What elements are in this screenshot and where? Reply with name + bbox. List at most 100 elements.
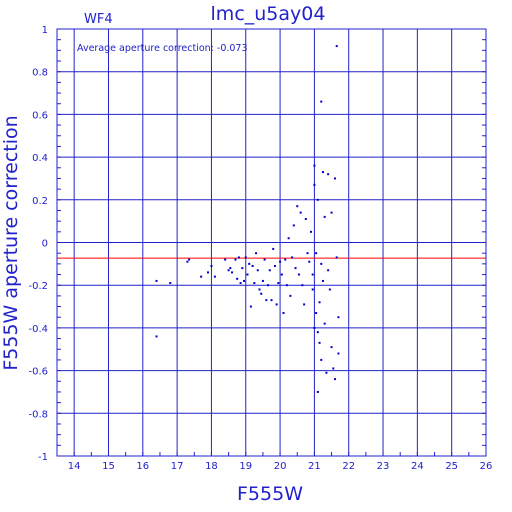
scatter-points: [155, 45, 340, 393]
y-tick-label: 0.2: [32, 196, 48, 207]
y-tick-label: -0.4: [28, 324, 48, 335]
data-point: [311, 273, 314, 276]
data-point: [249, 305, 252, 308]
data-point: [260, 292, 263, 295]
data-point: [224, 258, 227, 261]
data-point: [333, 177, 336, 180]
data-point: [291, 256, 294, 259]
data-point: [320, 100, 323, 103]
data-point: [323, 322, 326, 325]
data-point: [320, 358, 323, 361]
data-point: [284, 258, 287, 261]
data-point: [251, 264, 254, 267]
data-point: [308, 260, 311, 263]
data-point: [270, 299, 273, 302]
data-point: [328, 288, 331, 291]
y-tick-label: -0.2: [28, 281, 48, 292]
data-point: [229, 267, 232, 270]
data-point: [332, 367, 335, 370]
x-tick-label: 21: [308, 461, 321, 472]
data-point: [231, 271, 234, 274]
data-point: [318, 301, 321, 304]
reference-lines: [57, 242, 486, 259]
data-point: [320, 262, 323, 265]
chart-title: lmc_u5ay04: [211, 3, 326, 25]
data-point: [248, 262, 251, 265]
data-point: [321, 279, 324, 282]
data-point: [330, 211, 333, 214]
data-point: [263, 258, 266, 261]
data-point: [282, 311, 285, 314]
data-point: [296, 205, 299, 208]
data-point: [309, 230, 312, 233]
data-point: [256, 269, 259, 272]
data-point: [313, 164, 316, 167]
data-point: [207, 271, 210, 274]
data-point: [186, 260, 189, 263]
y-tick-label: 0.8: [32, 68, 48, 79]
y-tick-label: 0.6: [32, 110, 48, 121]
data-point: [323, 215, 326, 218]
y-axis-label: F555W aperture correction: [0, 115, 22, 370]
data-point: [337, 316, 340, 319]
data-point: [169, 282, 172, 285]
data-point: [155, 279, 158, 282]
y-tick-label: -0.8: [28, 409, 48, 420]
data-point: [292, 224, 295, 227]
data-point: [279, 260, 282, 263]
data-point: [316, 331, 319, 334]
data-point: [304, 218, 307, 221]
data-point: [210, 264, 213, 267]
x-tick-label: 22: [342, 461, 355, 472]
data-point: [285, 284, 288, 287]
y-tick-label: 0: [42, 239, 48, 250]
data-point: [335, 45, 338, 48]
y-tick-labels: -1 -0.8 -0.6 -0.4 -0.2 0 0.2 0.4 0.6 0.8 1: [28, 25, 48, 463]
data-point: [280, 273, 283, 276]
data-point: [333, 378, 336, 381]
data-point: [289, 294, 292, 297]
y-tick-label: -1: [38, 452, 48, 463]
x-tick-label: 26: [480, 461, 493, 472]
data-point: [241, 267, 244, 270]
panel-label: WF4: [84, 12, 113, 27]
x-tick-label: 20: [274, 461, 287, 472]
data-point: [227, 269, 230, 272]
data-point: [303, 303, 306, 306]
data-point: [213, 275, 216, 278]
data-point: [299, 211, 302, 214]
data-point: [315, 252, 318, 255]
x-tick-labels: 14 15 16 17 18 19 20 21 22 23 24 25 26: [68, 461, 493, 472]
data-point: [306, 252, 309, 255]
plot-frame: [56, 28, 487, 457]
data-point: [268, 269, 271, 272]
data-point: [200, 275, 203, 278]
average-correction-annotation: Average aperture correction: -0.073: [77, 43, 248, 54]
data-point: [337, 352, 340, 355]
data-point: [313, 326, 316, 329]
data-point: [330, 346, 333, 349]
x-tick-label: 24: [411, 461, 424, 472]
x-axis-label: F555W: [237, 483, 303, 505]
data-point: [318, 341, 321, 344]
data-point: [237, 256, 240, 259]
data-point: [297, 273, 300, 276]
x-tick-label: 14: [68, 461, 81, 472]
data-point: [273, 264, 276, 267]
x-tick-label: 23: [377, 461, 390, 472]
y-tick-label: 1: [42, 25, 48, 36]
data-point: [301, 284, 304, 287]
data-point: [258, 288, 261, 291]
data-point: [335, 256, 338, 259]
data-point: [272, 247, 275, 250]
data-point: [234, 258, 237, 261]
x-tick-label: 17: [171, 461, 184, 472]
y-tick-label: -0.6: [28, 367, 48, 378]
data-point: [321, 171, 324, 174]
x-tick-label: 25: [445, 461, 458, 472]
y-tick-label: 0.4: [32, 153, 48, 164]
data-point: [294, 267, 297, 270]
data-point: [265, 299, 268, 302]
data-point: [327, 173, 330, 176]
